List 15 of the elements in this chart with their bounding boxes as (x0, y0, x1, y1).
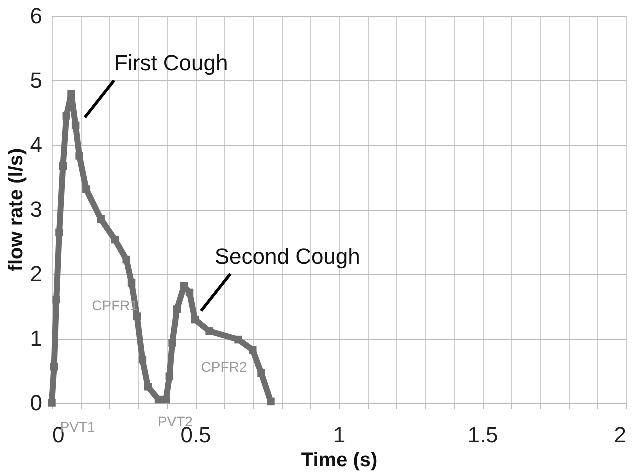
annotation: CPFR2 (201, 359, 248, 376)
y-axis-title: flow rate (l/s) (5, 148, 28, 272)
y-tick-label: 4 (30, 132, 42, 158)
y-tick-label: 6 (30, 4, 42, 28)
annotation: Second Cough (214, 244, 360, 270)
y-tick-label: 2 (30, 262, 42, 286)
annotation: First Cough (114, 50, 228, 76)
y-tick-label: 0 (30, 390, 42, 416)
y-tick-label: 3 (30, 197, 42, 222)
x-tick-label: 1.5 (468, 422, 498, 448)
y-tick-label: 1 (30, 326, 42, 351)
x-axis-title: Time (s) (301, 450, 378, 472)
y-tick-label: 5 (30, 68, 42, 93)
x-tick-label: 1 (333, 422, 346, 448)
x-tick-label: 2 (614, 422, 626, 448)
